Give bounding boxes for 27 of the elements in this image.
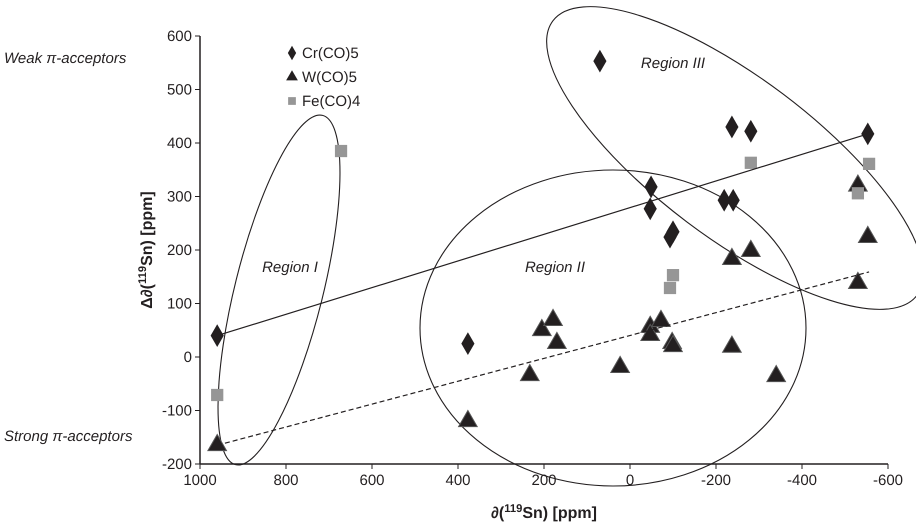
x-tick-label: -200 [700,472,732,489]
legend-label: Fe(CO)4 [302,93,360,110]
legend-label: W(CO)5 [302,69,357,86]
y-tick-label: -100 [162,402,192,420]
x-tick-label: 200 [531,472,557,489]
y-tick-label: 300 [166,188,192,206]
text: Strong π-acceptors [4,428,133,445]
y-tick-label: 0 [184,349,192,366]
y-tick-label: 200 [166,242,192,259]
y-tick-label: 100 [166,296,192,312]
x-tick-label: 600 [359,472,385,489]
x-tick-label: 400 [445,472,471,489]
y-tick-label: 400 [166,135,192,152]
y-tick-label: 500 [166,82,192,98]
x-tick-label: 800 [273,472,299,489]
annotation: Region I [262,259,318,276]
legend-label: Cr(CO)5 [302,45,359,62]
y-tick-label: -200 [162,456,192,473]
text: Weak π-acceptors [4,50,127,67]
x-tick-label: 0 [626,472,634,489]
y-tick-label: 600 [166,28,192,45]
x-axis-title: ∂($^{119}$Sn) [ppm] [491,503,597,522]
x-tick-label: -600 [872,472,904,489]
x-tick-label: 1000 [183,472,217,489]
x-tick-label: -400 [786,472,818,489]
annotation: Region II [524,259,586,276]
annotation: Region III [640,55,706,72]
